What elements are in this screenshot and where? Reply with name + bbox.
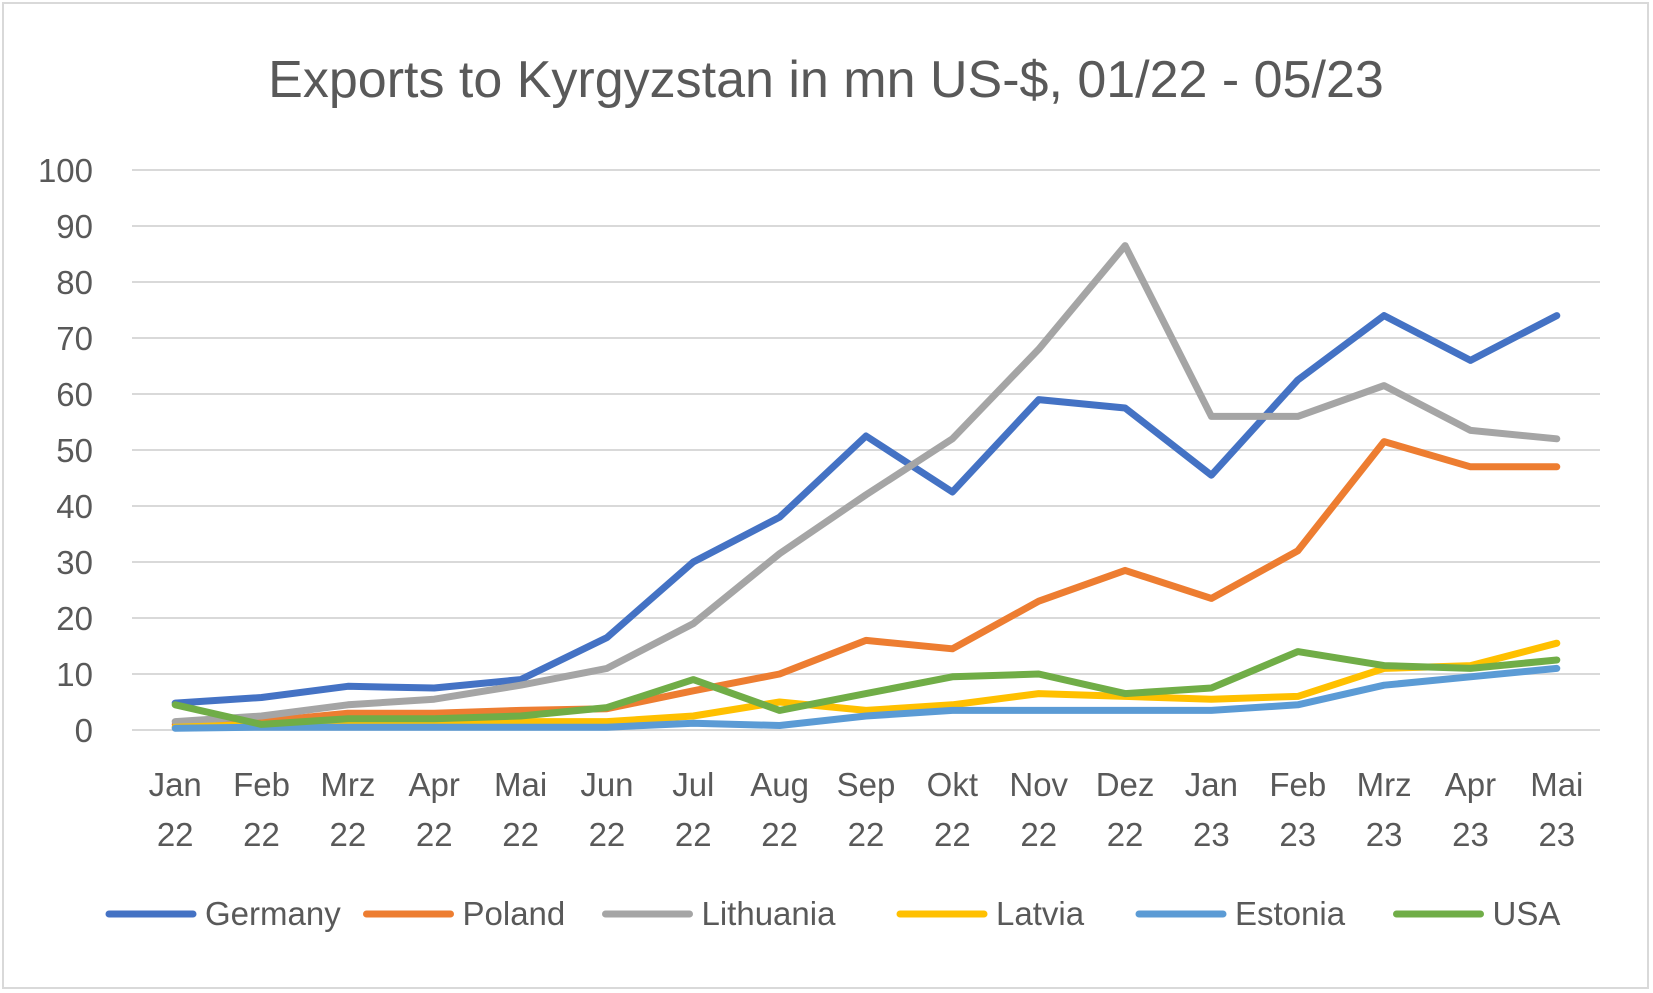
x-tick-year: 22 <box>1020 816 1057 853</box>
x-tick-label: Okt 22 <box>927 766 978 853</box>
x-tick-label: Sep 22 <box>837 766 896 853</box>
x-tick-label: Mrz 22 <box>320 766 375 853</box>
series-line-poland <box>171 438 1561 728</box>
x-tick-month: Feb <box>1269 766 1326 803</box>
x-tick-month: Sep <box>837 766 896 803</box>
y-tick-label: 90 <box>56 208 93 245</box>
x-tick-month: Jan <box>149 766 202 803</box>
legend-label: Latvia <box>996 895 1085 932</box>
y-tick-label: 80 <box>56 264 93 301</box>
x-tick-month: Mai <box>1530 766 1583 803</box>
legend: Germany Poland Lithuania Latvia Estonia USA <box>105 895 1561 932</box>
x-tick-month: Jul <box>672 766 714 803</box>
x-tick-year: 22 <box>1107 816 1144 853</box>
x-tick-month: Mai <box>494 766 547 803</box>
legend-item-usa: USA <box>1393 895 1561 932</box>
legend-item-germany: Germany <box>105 895 341 932</box>
x-tick-label: Jan 22 <box>149 766 202 853</box>
y-tick-label: 50 <box>56 432 93 469</box>
x-tick-year: 22 <box>589 816 626 853</box>
x-tick-label: Jul 22 <box>672 766 714 853</box>
series-line-lithuania <box>171 242 1561 726</box>
x-tick-month: Aug <box>750 766 809 803</box>
legend-item-poland: Poland <box>363 895 566 932</box>
y-axis-ticks: 0 10 20 30 40 50 60 70 80 90 100 <box>38 152 93 749</box>
x-tick-month: Apr <box>1445 766 1496 803</box>
x-tick-label: Apr 22 <box>409 766 460 853</box>
y-tick-label: 30 <box>56 544 93 581</box>
x-tick-year: 22 <box>934 816 971 853</box>
x-tick-year: 23 <box>1366 816 1403 853</box>
legend-label: Poland <box>463 895 566 932</box>
x-tick-label: Jun 22 <box>580 766 633 853</box>
x-tick-year: 23 <box>1279 816 1316 853</box>
y-tick-label: 40 <box>56 488 93 525</box>
y-tick-label: 0 <box>75 712 93 749</box>
x-tick-label: Mai 22 <box>494 766 547 853</box>
legend-label: Lithuania <box>702 895 837 932</box>
legend-item-lithuania: Lithuania <box>602 895 837 932</box>
x-tick-year: 22 <box>157 816 194 853</box>
x-tick-label: Feb 23 <box>1269 766 1326 853</box>
x-tick-month: Apr <box>409 766 460 803</box>
x-tick-label: Apr 23 <box>1445 766 1496 853</box>
x-tick-year: 23 <box>1452 816 1489 853</box>
series-line-usa <box>171 648 1561 728</box>
x-tick-year: 22 <box>243 816 280 853</box>
chart-title: Exports to Kyrgyzstan in mn US-$, 01/22 … <box>268 51 1384 109</box>
x-tick-year: 22 <box>675 816 712 853</box>
x-tick-year: 22 <box>330 816 367 853</box>
x-tick-year: 22 <box>761 816 798 853</box>
legend-label: Estonia <box>1235 895 1346 932</box>
x-tick-month: Nov <box>1009 766 1068 803</box>
x-tick-year: 22 <box>848 816 885 853</box>
series-line-germany <box>171 312 1561 707</box>
x-tick-label: Feb 22 <box>233 766 290 853</box>
legend-label: USA <box>1493 895 1561 932</box>
legend-item-estonia: Estonia <box>1135 895 1346 932</box>
x-tick-label: Mrz 23 <box>1357 766 1412 853</box>
x-tick-month: Okt <box>927 766 978 803</box>
x-tick-label: Aug 22 <box>750 766 809 853</box>
series-lines <box>171 242 1561 732</box>
y-tick-label: 70 <box>56 320 93 357</box>
x-tick-year: 23 <box>1193 816 1230 853</box>
y-tick-label: 10 <box>56 656 93 693</box>
x-tick-year: 23 <box>1538 816 1575 853</box>
x-tick-month: Dez <box>1096 766 1155 803</box>
x-tick-month: Jan <box>1185 766 1238 803</box>
x-tick-month: Mrz <box>1357 766 1412 803</box>
x-tick-month: Jun <box>580 766 633 803</box>
y-tick-label: 20 <box>56 600 93 637</box>
x-tick-label: Dez 22 <box>1096 766 1155 853</box>
series-line-estonia <box>171 664 1561 732</box>
x-tick-label: Jan 23 <box>1185 766 1238 853</box>
x-tick-month: Mrz <box>320 766 375 803</box>
x-axis-ticks: Jan 22 Feb 22 Mrz 22 Apr 22 Mai 22 Jun 22 Jul 22 Aug 22… <box>149 766 1584 853</box>
y-tick-label: 100 <box>38 152 93 189</box>
x-tick-year: 22 <box>416 816 453 853</box>
x-tick-label: Mai 23 <box>1530 766 1583 853</box>
x-tick-year: 22 <box>502 816 539 853</box>
legend-label: Germany <box>205 895 341 932</box>
y-tick-label: 60 <box>56 376 93 413</box>
x-tick-label: Nov 22 <box>1009 766 1068 853</box>
legend-item-latvia: Latvia <box>896 895 1085 932</box>
x-tick-month: Feb <box>233 766 290 803</box>
